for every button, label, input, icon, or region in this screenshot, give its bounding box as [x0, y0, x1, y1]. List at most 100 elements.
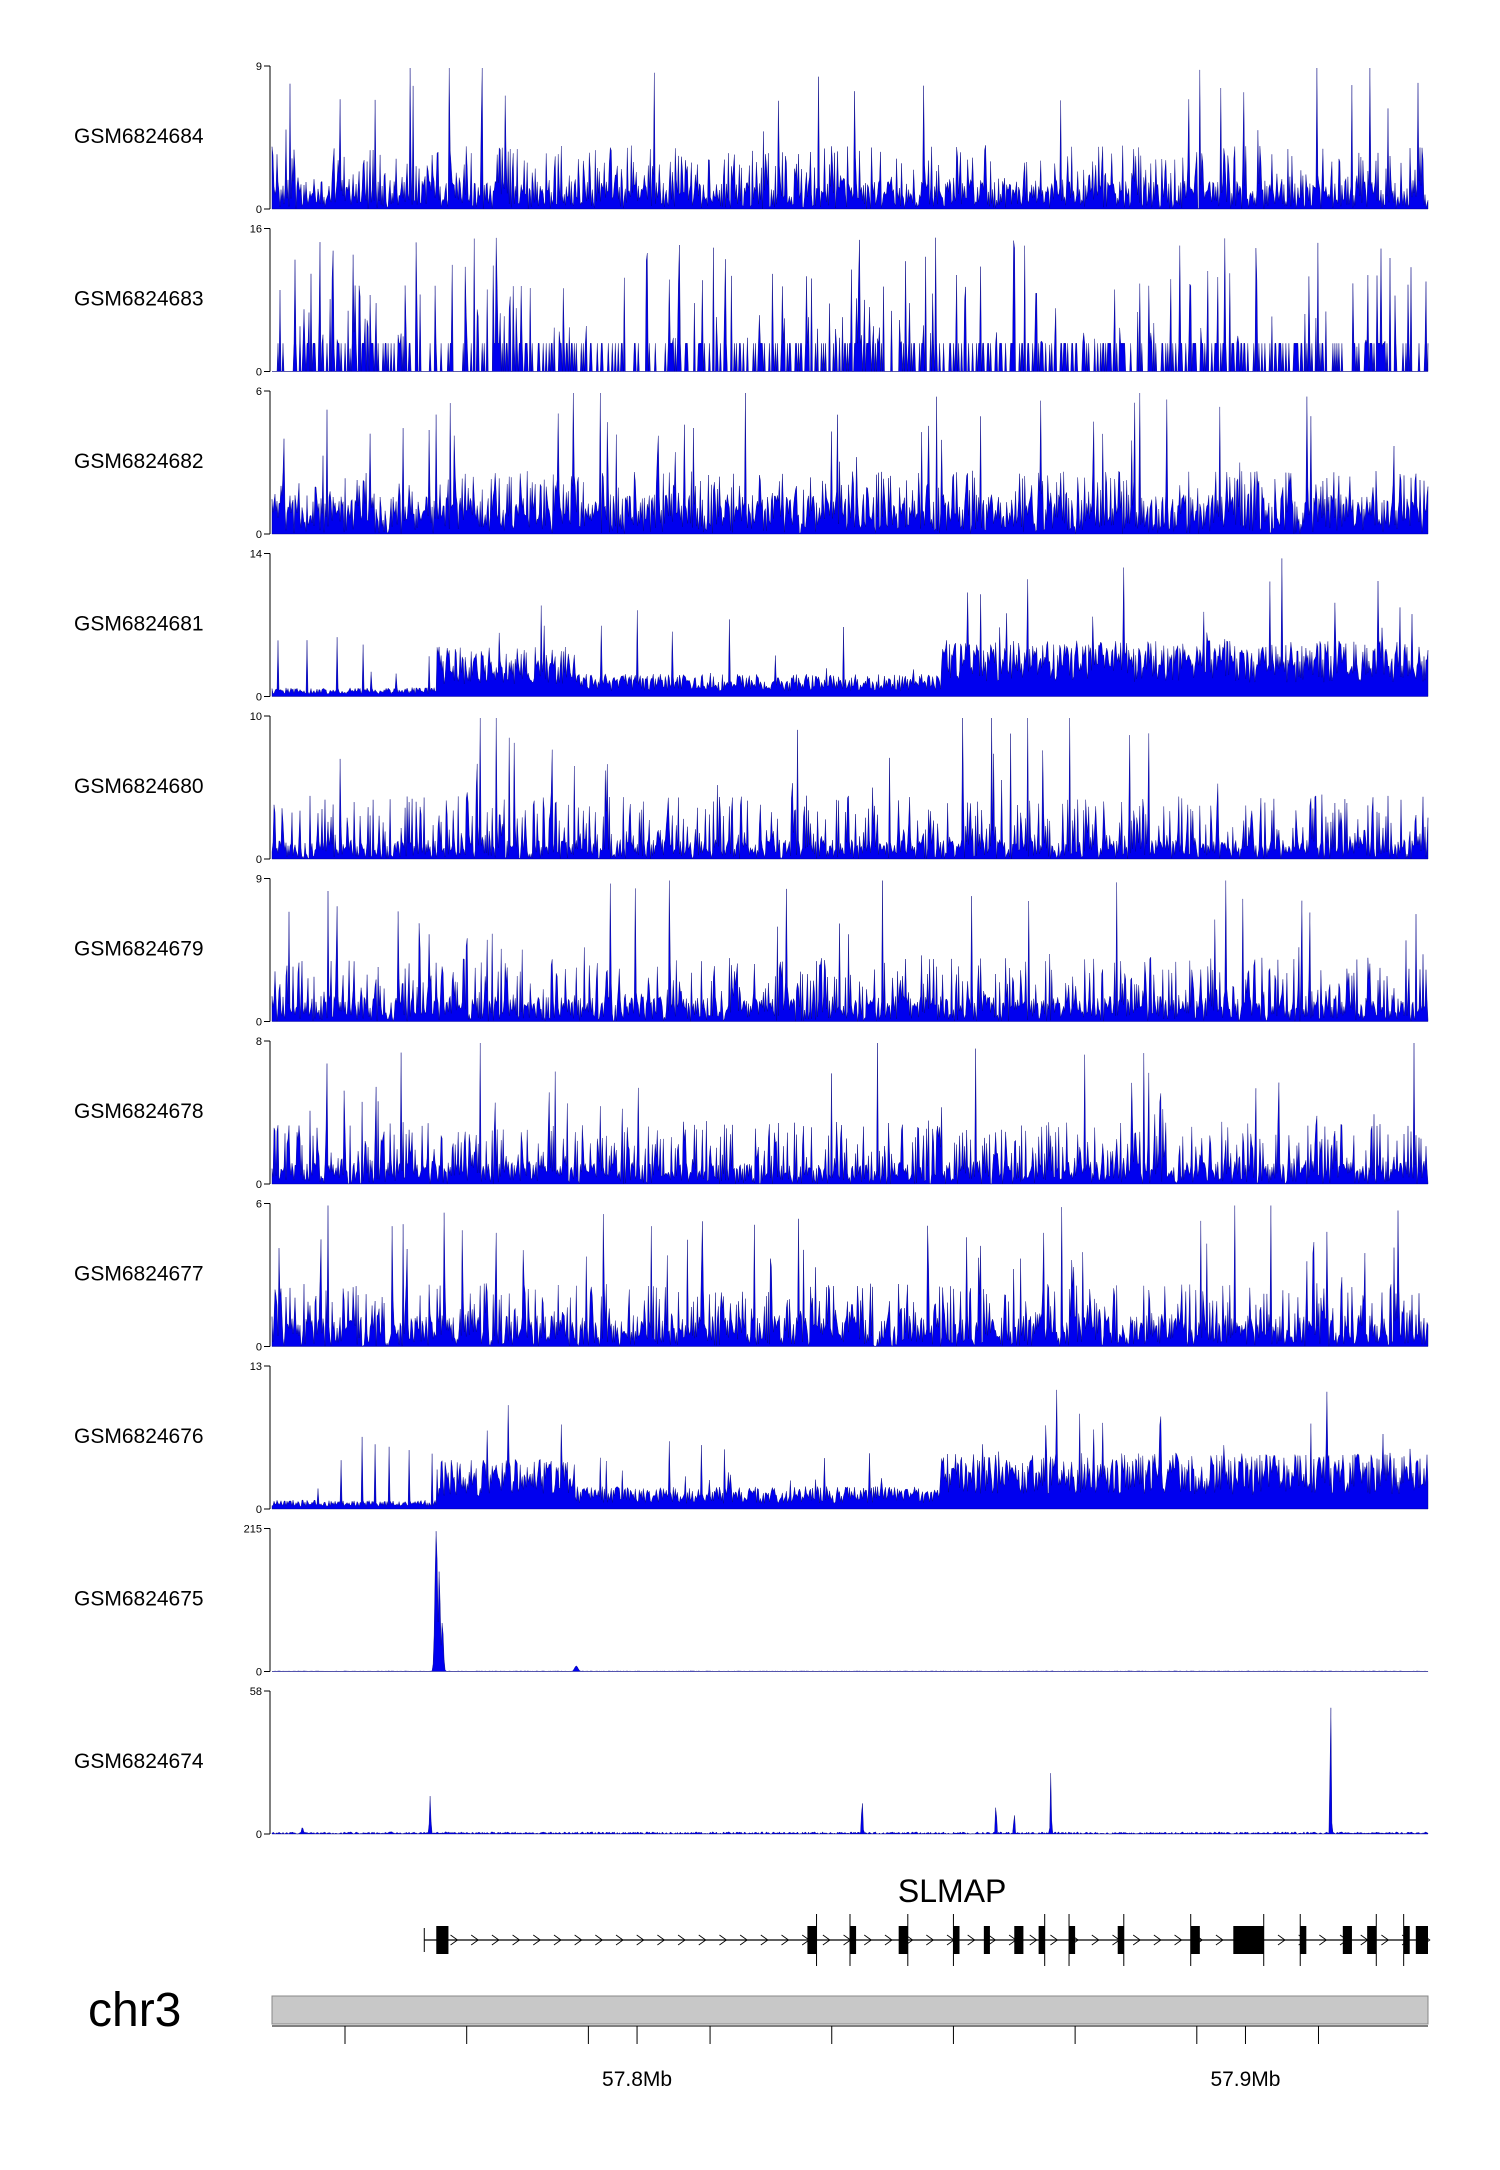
coverage-area — [271, 1531, 1429, 1672]
chromosome-label: chr3 — [88, 1984, 181, 2037]
track-label: GSM6824675 — [74, 1588, 204, 1611]
coverage-area — [271, 1707, 1429, 1835]
y-max-label: 16 — [250, 224, 262, 236]
strand-arrow — [739, 1934, 748, 1946]
track-GSM6824683: GSM6824683 16 0 — [74, 224, 1429, 379]
y-min-label: 0 — [256, 1504, 262, 1516]
strand-arrow — [1319, 1934, 1328, 1946]
x-tick-label: 57.9Mb — [1210, 2068, 1280, 2091]
x-tick-label: 57.8Mb — [602, 2068, 672, 2091]
exon — [1233, 1926, 1264, 1954]
strand-arrow — [1174, 1934, 1183, 1946]
track-GSM6824684: GSM6824684 9 0 — [74, 61, 1429, 216]
exon — [1415, 1926, 1428, 1954]
exon — [1190, 1926, 1200, 1954]
exon — [807, 1926, 817, 1954]
coverage-area — [271, 67, 1429, 210]
y-min-label: 0 — [256, 204, 262, 216]
track-GSM6824681: GSM6824681 14 0 — [74, 549, 1429, 704]
y-min-label: 0 — [256, 367, 262, 379]
y-max-label: 6 — [256, 386, 262, 398]
y-min-label: 0 — [256, 529, 262, 541]
strand-arrow — [1381, 1934, 1390, 1946]
strand-arrow — [491, 1934, 500, 1946]
track-GSM6824680: GSM6824680 10 0 — [74, 711, 1429, 866]
y-min-label: 0 — [256, 1179, 262, 1191]
track-GSM6824677: GSM6824677 6 0 — [74, 1199, 1429, 1354]
coverage-area — [271, 717, 1429, 860]
exon — [1367, 1926, 1377, 1954]
track-label: GSM6824682 — [74, 450, 204, 473]
coverage-tracks: GSM682468490GSM6824683160GSM682468260GSM… — [74, 61, 1429, 1841]
exon — [1014, 1926, 1024, 1954]
track-GSM6824678: GSM6824678 8 0 — [74, 1036, 1429, 1191]
strand-arrow — [1091, 1934, 1100, 1946]
coverage-area — [271, 558, 1429, 697]
y-min-label: 0 — [256, 1017, 262, 1029]
coverage-area — [271, 1205, 1429, 1348]
y-max-label: 8 — [256, 1036, 262, 1048]
strand-arrow — [1050, 1934, 1059, 1946]
strand-arrow — [863, 1934, 873, 1946]
strand-arrow — [574, 1934, 583, 1946]
strand-arrow — [1277, 1934, 1286, 1946]
strand-arrow — [1132, 1934, 1141, 1946]
strand-arrow — [926, 1934, 935, 1946]
exon — [1038, 1926, 1045, 1954]
track-GSM6824675: GSM6824675 215 0 — [74, 1524, 1429, 1679]
y-min-label: 0 — [256, 1667, 262, 1679]
track-label: GSM6824674 — [74, 1750, 204, 1773]
strand-arrow — [533, 1934, 542, 1946]
strand-arrow — [553, 1934, 562, 1946]
strand-arrow — [967, 1934, 976, 1946]
gene-label: SLMAP — [898, 1873, 1006, 1909]
genome-axis: 57.8Mb 57.9Mb — [272, 2025, 1428, 2091]
strand-arrow — [1215, 1934, 1224, 1946]
y-max-label: 9 — [256, 61, 262, 73]
track-label: GSM6824681 — [74, 613, 204, 636]
exon — [898, 1926, 908, 1954]
strand-arrow — [1029, 1934, 1038, 1946]
track-GSM6824674: GSM6824674 58 0 — [74, 1686, 1429, 1841]
track-label: GSM6824679 — [74, 938, 204, 961]
y-max-label: 58 — [250, 1686, 262, 1698]
exon — [983, 1926, 990, 1954]
strand-arrow — [677, 1934, 686, 1946]
track-GSM6824682: GSM6824682 6 0 — [74, 386, 1429, 541]
y-max-label: 13 — [250, 1361, 262, 1373]
track-label: GSM6824677 — [74, 1263, 204, 1286]
track-label: GSM6824678 — [74, 1100, 204, 1123]
track-label: GSM6824683 — [74, 288, 204, 311]
strand-arrow — [698, 1934, 707, 1946]
exon — [1403, 1926, 1410, 1954]
y-max-label: 14 — [250, 549, 262, 561]
y-max-label: 6 — [256, 1199, 262, 1211]
track-GSM6824679: GSM6824679 9 0 — [74, 874, 1429, 1029]
coverage-area — [271, 392, 1429, 535]
exon — [1069, 1926, 1076, 1954]
exon — [1342, 1926, 1352, 1954]
coverage-area — [271, 1042, 1429, 1185]
strand-arrow — [657, 1934, 666, 1946]
strand-arrow — [636, 1934, 645, 1946]
strand-arrow — [760, 1934, 769, 1946]
y-min-label: 0 — [256, 1342, 262, 1354]
strand-arrow — [822, 1934, 831, 1946]
y-max-label: 215 — [244, 1524, 262, 1536]
chromosome-ideogram: chr3 — [88, 1984, 1429, 2037]
y-max-label: 9 — [256, 874, 262, 886]
coverage-area — [271, 1389, 1429, 1510]
strand-arrow — [450, 1934, 459, 1946]
exon — [1300, 1926, 1307, 1954]
track-label: GSM6824680 — [74, 775, 204, 798]
chromosome-band — [271, 1995, 1429, 2025]
strand-arrow — [470, 1934, 479, 1946]
exon — [436, 1926, 449, 1954]
y-min-label: 0 — [256, 854, 262, 866]
strand-arrow — [719, 1934, 728, 1946]
strand-arrow — [512, 1934, 521, 1946]
y-min-label: 0 — [256, 1829, 262, 1841]
strand-arrow — [988, 1934, 997, 1946]
y-min-label: 0 — [256, 692, 262, 704]
